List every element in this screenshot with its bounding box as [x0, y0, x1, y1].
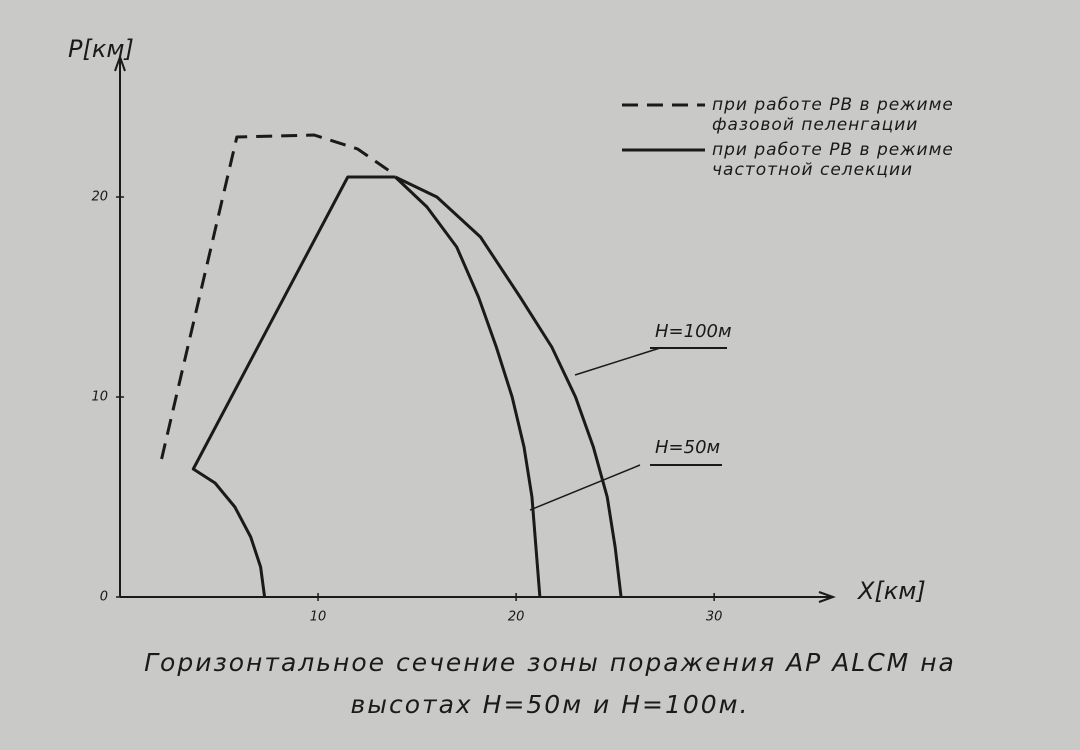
y-tick-label: 10 [91, 390, 108, 405]
series-line [394, 175, 542, 598]
x-tick-label: 20 [508, 610, 525, 625]
x-tick-label: 10 [310, 610, 327, 625]
x-tick-label: 30 [706, 610, 723, 625]
x-axis-label: X[км] [856, 577, 926, 605]
annotation-leader [529, 464, 641, 511]
y-axis-label: P[км] [68, 35, 134, 63]
series-line [160, 133, 397, 460]
y-axis-arrow [114, 54, 126, 72]
y-tick-label: 0 [100, 590, 108, 605]
annotation-leader [574, 347, 661, 376]
series-line [394, 175, 623, 598]
x-axis-arrow [818, 591, 836, 603]
series-annotation: H=50м [655, 437, 720, 458]
y-tick-label: 20 [91, 190, 108, 205]
legend-entry: при работе РВ в режиме фазовой пеленгаци… [712, 95, 954, 135]
legend-entry: при работе РВ в режиме частотной селекци… [712, 140, 954, 180]
chart-title: Горизонтальное сечение зоны поражения АР… [144, 648, 956, 719]
series-line [191, 175, 396, 598]
series-annotation: H=100м [655, 321, 732, 342]
